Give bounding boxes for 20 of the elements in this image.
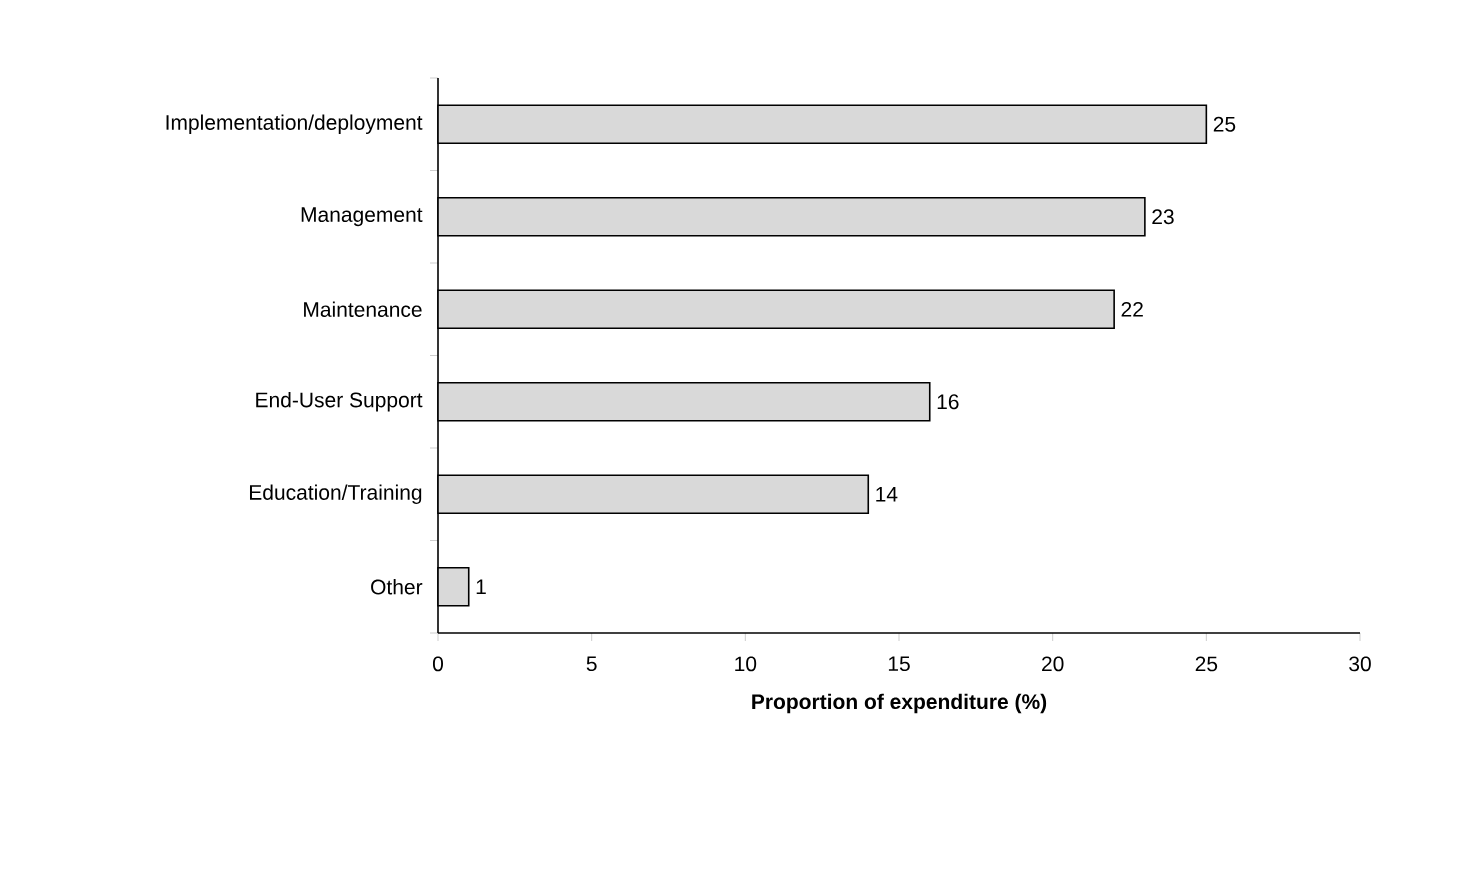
x-tick-label: 30 — [1349, 656, 1371, 672]
x-tick-label: 5 — [586, 656, 597, 672]
data-label: 25 — [1213, 116, 1236, 132]
data-label: 14 — [876, 487, 898, 502]
y-tick-label: Education/Training — [249, 484, 422, 505]
y-tick-label: End-User Support — [256, 391, 423, 412]
y-tick-label: Implementation/deployment — [166, 114, 423, 135]
x-axis-title: Proportion of expenditure (%) — [752, 693, 1047, 714]
y-tick-label: Management — [301, 207, 423, 227]
data-label: 16 — [937, 394, 959, 410]
y-tick-label: Other — [371, 579, 423, 595]
y-tick-label: Maintenance — [304, 301, 422, 317]
data-label: 22 — [1121, 301, 1143, 317]
data-label: 23 — [1152, 209, 1174, 225]
x-tick-label: 0 — [432, 656, 444, 672]
x-tick-label: 15 — [888, 656, 910, 672]
x-tick-label: 25 — [1195, 656, 1218, 672]
data-label: 1 — [476, 579, 486, 594]
x-tick-label: 10 — [735, 656, 757, 672]
x-tick-label: 20 — [1042, 656, 1064, 672]
